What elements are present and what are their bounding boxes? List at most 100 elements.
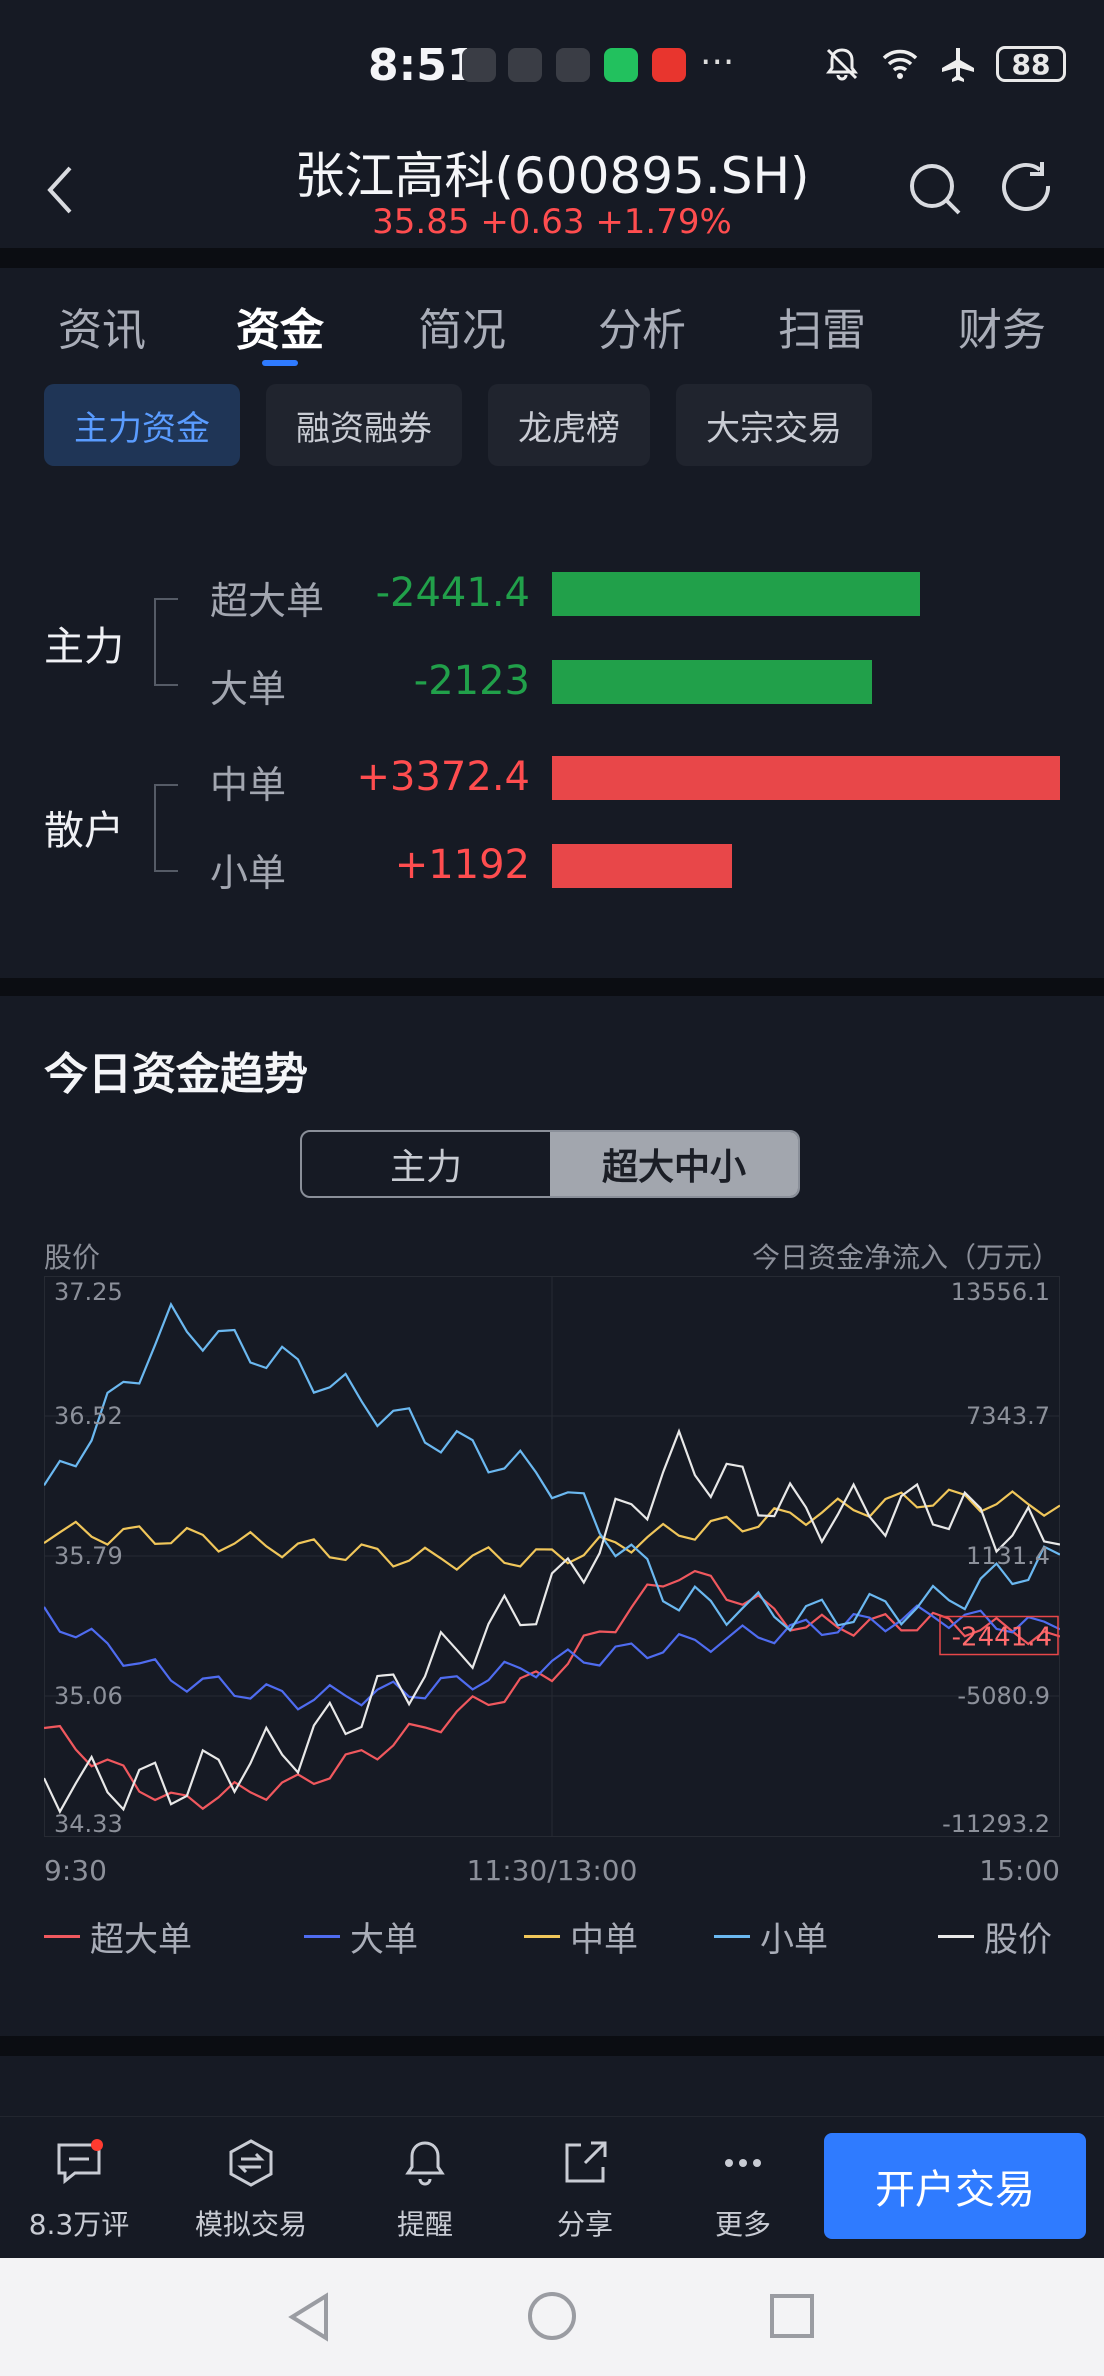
right-tick-label: 7343.7 [966, 1402, 1050, 1430]
flow-bar [552, 572, 920, 616]
main-tabs: 资讯 资金 简况 分析 扫雷 财务 [0, 268, 1104, 378]
legend-swatch-big [304, 1935, 340, 1938]
series-line-4 [44, 1428, 1060, 1815]
next-section-peek [0, 2056, 1104, 2116]
series-line-1 [44, 1604, 1060, 1711]
system-nav-bar [0, 2258, 1104, 2376]
app-notification-icon [462, 48, 496, 82]
right-tick-label: -11293.2 [942, 1810, 1050, 1838]
x-tick-label: 11:30/13:00 [467, 1854, 638, 1887]
toolbar-label: 模拟交易 [194, 2208, 307, 2241]
right-axis-title: 今日资金净流入（万元） [751, 1241, 1060, 1274]
subtab-block-trade[interactable]: 大宗交易 [676, 384, 872, 466]
fund-trend-chart[interactable]: 37.25 36.52 35.79 35.06 34.33 13556.1 7343.7 11… [44, 1276, 1060, 1896]
legend-label: 股价 [984, 1920, 1052, 1960]
wifi-icon [882, 49, 918, 79]
main-bracket [154, 598, 178, 686]
x-tick-label: 15:00 [979, 1854, 1060, 1887]
legend-swatch-mid [524, 1935, 560, 1938]
active-tab-indicator [262, 360, 298, 366]
legend-item: 小单 [714, 1912, 828, 1961]
nav-home-icon[interactable] [526, 2290, 578, 2342]
mail-icon [556, 48, 590, 82]
reminder-button[interactable]: 提醒 [350, 2137, 500, 2243]
series-line-2 [44, 1488, 1060, 1572]
app-notification-icon [652, 48, 686, 82]
current-value-label: -2441.4 [952, 1623, 1052, 1653]
section-title: 今日资金趋势 [44, 1049, 308, 1100]
more-dots-icon [725, 2159, 761, 2167]
open-account-trade-button[interactable]: 开户交易 [824, 2133, 1086, 2239]
tab-funds[interactable]: 资金 [236, 305, 324, 356]
legend-label: 超大单 [90, 1920, 192, 1960]
right-tick-label: 1131.4 [966, 1542, 1050, 1570]
flow-bar [552, 844, 732, 888]
x-tick-label: 9:30 [44, 1854, 107, 1887]
flow-bar [552, 756, 1060, 800]
nav-recents-icon[interactable] [768, 2292, 816, 2340]
flow-row-value: -2441.4 [375, 570, 530, 616]
toggle-main-force[interactable]: 主力 [389, 1147, 462, 1188]
toggle-order-size[interactable]: 超大中小 [550, 1132, 798, 1196]
comments-button[interactable]: 8.3万评 [4, 2137, 154, 2243]
search-icon[interactable] [906, 160, 966, 220]
simulated-trade-button[interactable]: 模拟交易 [176, 2137, 326, 2243]
battery-icon: 88 [996, 46, 1066, 82]
current-value-box [939, 1615, 1059, 1656]
fund-trend-section: 今日资金趋势 主力 超大中小 股价 今日资金净流入（万元） 37.25 36.52… [0, 996, 1104, 2036]
refresh-icon[interactable] [998, 160, 1058, 220]
back-arrow-icon[interactable] [40, 160, 80, 220]
retail-label: 散户 [44, 808, 124, 854]
tab-risk-scan[interactable]: 扫雷 [778, 305, 866, 356]
left-tick-label: 35.79 [54, 1542, 123, 1570]
tab-profile[interactable]: 简况 [418, 305, 506, 356]
comment-icon [57, 2139, 103, 2185]
toolbar-label: 提醒 [396, 2208, 453, 2241]
tab-finance[interactable]: 财务 [958, 305, 1046, 356]
status-bar: 8:51 ··· 88 [0, 0, 1104, 130]
subtab-dragon-tiger[interactable]: 龙虎榜 [488, 384, 650, 466]
stock-price-change: 35.85 +0.63 +1.79% [372, 202, 732, 242]
legend-label: 小单 [760, 1920, 828, 1960]
status-time: 8:51 [368, 40, 478, 91]
flow-row-label: 大单 [210, 667, 287, 711]
toolbar-label: 更多 [714, 2208, 771, 2241]
tab-news[interactable]: 资讯 [58, 305, 146, 356]
legend-item: 股价 [938, 1912, 1052, 1961]
legend-swatch-super [44, 1935, 80, 1938]
bottom-toolbar: 8.3万评 模拟交易 提醒 分享 更多 开户交易 [0, 2116, 1104, 2259]
left-tick-label: 37.25 [54, 1278, 123, 1306]
flow-row-value: -2123 [413, 658, 530, 704]
more-button[interactable]: 更多 [668, 2137, 818, 2243]
chart-legend: 超大单 大单 中单 小单 股价 [44, 1912, 1060, 1962]
nav-back-icon[interactable] [284, 2290, 334, 2344]
subtab-margin[interactable]: 融资融券 [266, 384, 462, 466]
flow-row-value: +3372.4 [356, 754, 530, 800]
left-tick-label: 36.52 [54, 1402, 123, 1430]
trade-icon [229, 2139, 273, 2187]
series-line-3 [44, 1301, 1060, 1632]
legend-swatch-small [714, 1935, 750, 1938]
legend-label: 大单 [350, 1920, 418, 1960]
toolbar-label: 分享 [556, 2208, 613, 2241]
wechat-icon [604, 48, 638, 82]
right-tick-label: -5080.9 [957, 1682, 1050, 1710]
series-line-0 [44, 1569, 1060, 1811]
retail-bracket [154, 784, 178, 872]
legend-item: 大单 [304, 1912, 418, 1961]
flow-row-label: 中单 [210, 763, 287, 807]
stock-title: 张江高科(600895.SH) [294, 147, 810, 205]
toolbar-label: 8.3万评 [28, 2208, 130, 2241]
tab-analysis[interactable]: 分析 [598, 305, 686, 356]
main-force-label: 主力 [44, 624, 124, 670]
flow-row-value: +1192 [394, 842, 530, 888]
subtab-main-funds[interactable]: 主力资金 [44, 384, 240, 466]
app-notification-icon [508, 48, 542, 82]
stock-header: 张江高科(600895.SH) 35.85 +0.63 +1.79% [0, 130, 1104, 248]
legend-swatch-price [938, 1935, 974, 1938]
flow-row-label: 小单 [210, 851, 287, 895]
share-button[interactable]: 分享 [510, 2137, 660, 2243]
trend-toggle: 主力 超大中小 [300, 1130, 800, 1198]
flow-row-label: 超大单 [210, 579, 325, 623]
bell-icon [405, 2141, 445, 2186]
